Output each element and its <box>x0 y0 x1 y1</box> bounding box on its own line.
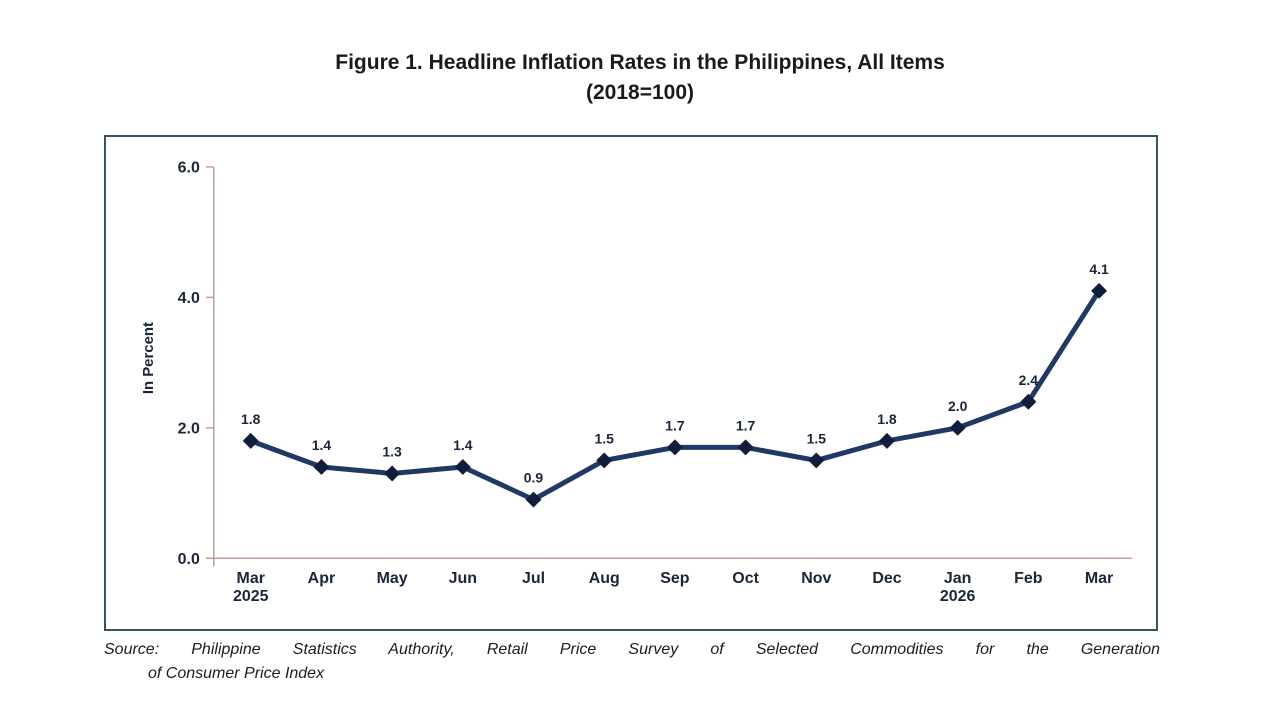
svg-text:Oct: Oct <box>732 570 759 587</box>
svg-text:Feb: Feb <box>1014 570 1043 587</box>
svg-text:6.0: 6.0 <box>178 159 200 176</box>
svg-text:1.7: 1.7 <box>736 417 756 433</box>
figure-title: Figure 1. Headline Inflation Rates in th… <box>335 51 945 74</box>
svg-text:1.5: 1.5 <box>807 431 827 447</box>
source-line-1: Source: Philippine Statistics Authority,… <box>104 641 1160 658</box>
svg-text:1.8: 1.8 <box>877 411 897 427</box>
source-line-2: of Consumer Price Index <box>148 665 325 682</box>
inflation-line-chart: 0.02.04.06.0In Percent1.8Mar20251.4Apr1.… <box>140 159 1133 605</box>
svg-text:2.0: 2.0 <box>178 420 200 437</box>
svg-text:1.4: 1.4 <box>453 437 473 453</box>
svg-text:Nov: Nov <box>801 570 831 587</box>
svg-text:0.0: 0.0 <box>178 551 200 568</box>
svg-text:2.0: 2.0 <box>948 398 968 414</box>
svg-text:1.5: 1.5 <box>594 431 614 447</box>
svg-text:0.9: 0.9 <box>524 470 544 486</box>
figure-subtitle: (2018=100) <box>585 81 694 104</box>
svg-text:Mar: Mar <box>237 570 265 587</box>
svg-text:In Percent: In Percent <box>140 322 157 394</box>
svg-text:4.1: 4.1 <box>1089 261 1109 277</box>
svg-text:May: May <box>377 570 408 587</box>
svg-text:Dec: Dec <box>872 570 901 587</box>
svg-text:2025: 2025 <box>233 588 269 605</box>
svg-text:Jan: Jan <box>944 570 971 587</box>
svg-text:2.4: 2.4 <box>1019 372 1039 388</box>
svg-text:1.4: 1.4 <box>312 437 332 453</box>
svg-text:4.0: 4.0 <box>178 290 200 307</box>
svg-text:Jul: Jul <box>522 570 545 587</box>
svg-text:Jun: Jun <box>449 570 477 587</box>
chart-frame: 0.0 2.0 4.0 6.0 In Percent 1.8 Mar 2025 1.4 Apr 1.… <box>104 135 1158 631</box>
source-note: Source: Philippine Statistics Authority,… <box>104 638 1160 686</box>
svg-text:Apr: Apr <box>308 570 335 587</box>
svg-text:Mar: Mar <box>1085 570 1113 587</box>
figure-header: Figure 1. Headline Inflation Rates in th… <box>0 48 1280 108</box>
svg-text:Sep: Sep <box>660 570 690 587</box>
svg-text:Aug: Aug <box>589 570 620 587</box>
svg-text:2026: 2026 <box>940 588 976 605</box>
svg-text:1.3: 1.3 <box>382 444 402 460</box>
svg-text:1.7: 1.7 <box>665 417 685 433</box>
svg-text:1.8: 1.8 <box>241 411 261 427</box>
